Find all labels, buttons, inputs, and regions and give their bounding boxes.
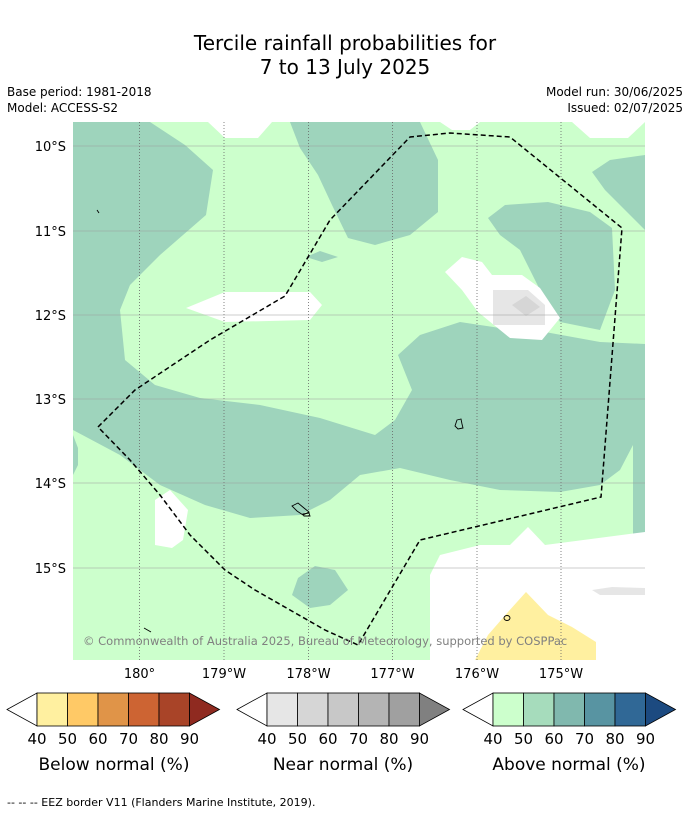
map-title-line-2: 7 to 13 July 2025	[259, 55, 431, 79]
island-outline-central	[291, 502, 310, 516]
island-mark-southwest	[143, 627, 152, 633]
legend-below-normal: 40 50 60 70 80 90	[6, 692, 221, 748]
above-normal-50-region-main	[73, 122, 645, 660]
legend-below-tick-80: 80	[149, 730, 168, 748]
below-normal-40-region	[475, 592, 596, 660]
lat-label-13s: 13°S	[35, 393, 66, 408]
legend-below-over-arrow	[189, 692, 221, 727]
legend-below-swatch-4	[128, 692, 160, 727]
lat-label-12s: 12°S	[35, 309, 66, 324]
legend-above-swatch-5	[614, 692, 646, 727]
legend-above-swatch-2	[523, 692, 555, 727]
lon-label-180: 180°	[124, 667, 155, 682]
lat-label-14s: 14°S	[35, 477, 66, 492]
legend-below-under-arrow	[6, 692, 38, 727]
lon-label-176w: 176°W	[455, 667, 499, 682]
white-region-top-2	[572, 122, 645, 138]
legend-below-tick-50: 50	[58, 730, 77, 748]
legend-near-under-arrow	[236, 692, 268, 727]
above-normal-50-region-south	[292, 566, 348, 608]
white-region-small-west	[155, 490, 188, 548]
legend-near-tick-40: 40	[257, 730, 276, 748]
legend-above-normal: 40 50 60 70 80 90	[462, 692, 677, 748]
legend-above-swatch-3	[553, 692, 585, 727]
near-normal-50-region	[512, 296, 540, 316]
graticule	[73, 122, 645, 660]
longitude-labels: 180° 179°W 178°W 177°W 176°W 175°W	[124, 667, 583, 682]
legend-near-swatch-2	[297, 692, 329, 727]
legend-below-swatch-3	[97, 692, 129, 727]
legend-above-tick-90: 90	[636, 730, 655, 748]
legend-below-tick-90: 90	[180, 730, 199, 748]
above-normal-50-region-north	[290, 122, 438, 245]
legend-below-tick-60: 60	[88, 730, 107, 748]
lon-label-177w: 177°W	[370, 667, 414, 682]
lon-label-179w: 179°W	[202, 667, 246, 682]
above-normal-50-region-east	[488, 202, 615, 330]
legend-above-tick-40: 40	[483, 730, 502, 748]
metadata-right: Model run: 30/06/2025 Issued: 02/07/2025	[546, 84, 683, 116]
base-period: Base period: 1981-2018	[7, 85, 152, 99]
legend-near-swatch-3	[327, 692, 359, 727]
legend-near-swatch-1	[266, 692, 298, 727]
eez-border	[96, 132, 623, 646]
legend-near-label: Near normal (%)	[273, 755, 413, 775]
legend-above-tick-70: 70	[575, 730, 594, 748]
legend-near-tick-70: 70	[349, 730, 368, 748]
eez-footnote: -- -- -- EEZ border V11 (Flanders Marine…	[7, 796, 316, 809]
white-region-west	[186, 292, 322, 322]
legend-near-tick-50: 50	[288, 730, 307, 748]
legend-above-tick-60: 60	[544, 730, 563, 748]
legend-near-tick-90: 90	[410, 730, 429, 748]
legend-below-tick-40: 40	[27, 730, 46, 748]
legend-above-swatch-1	[492, 692, 524, 727]
island-outline-south	[503, 615, 511, 621]
legend-above-over-arrow	[645, 692, 677, 727]
legend-above-swatch-4	[584, 692, 616, 727]
legend-above-label: Above normal (%)	[492, 755, 645, 775]
legend-above-under-arrow	[462, 692, 494, 727]
legend-below-tick-70: 70	[119, 730, 138, 748]
lat-label-10s: 10°S	[35, 140, 66, 155]
model-run: Model run: 30/06/2025	[545, 85, 683, 99]
island-outline-east	[454, 418, 464, 430]
map-area: © Commonwealth of Australia 2025, Bureau…	[73, 122, 645, 660]
legend-below-swatch-2	[67, 692, 99, 727]
copyright-notice: © Commonwealth of Australia 2025, Bureau…	[83, 634, 567, 648]
above-normal-50-region-islet	[306, 251, 338, 262]
lat-label-15s: 15°S	[35, 562, 66, 577]
lat-label-11s: 11°S	[35, 225, 66, 240]
legend-below-swatch-5	[158, 692, 190, 727]
legend-below-label: Below normal (%)	[39, 755, 190, 775]
model-name: Model: ACCESS-S2	[7, 101, 119, 115]
legend-above-tick-80: 80	[605, 730, 624, 748]
legend-near-normal: 40 50 60 70 80 90	[236, 692, 451, 748]
near-normal-40-region-se	[592, 587, 645, 595]
legend-near-tick-60: 60	[318, 730, 337, 748]
metadata-left: Base period: 1981-2018 Model: ACCESS-S2	[7, 84, 152, 116]
above-normal-50-region-west-edge	[73, 435, 78, 475]
legend-near-over-arrow	[419, 692, 451, 727]
legend-below-swatch-1	[36, 692, 68, 727]
legend-above-tick-50: 50	[514, 730, 533, 748]
white-region-top-3	[440, 122, 480, 130]
white-region-south	[430, 527, 645, 660]
lon-label-175w: 175°W	[539, 667, 583, 682]
island-mark-west	[96, 209, 100, 214]
legend-near-tick-80: 80	[379, 730, 398, 748]
island-outline-small	[302, 512, 311, 517]
above-normal-50-region-northeast	[592, 155, 645, 230]
legend-near-swatch-4	[358, 692, 390, 727]
issued-date: Issued: 02/07/2025	[567, 101, 683, 115]
latitude-labels: 10°S 11°S 12°S 13°S 14°S 15°S	[35, 140, 66, 577]
legend-near-swatch-5	[388, 692, 420, 727]
map-title-line-1: Tercile rainfall probabilities for	[193, 31, 497, 55]
lon-label-178w: 178°W	[286, 667, 330, 682]
